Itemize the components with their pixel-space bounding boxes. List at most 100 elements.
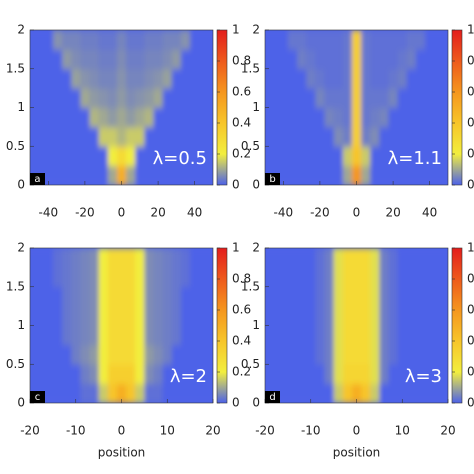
heatmap-cell xyxy=(397,68,408,89)
heatmap-cell xyxy=(269,325,280,346)
heatmap-cell xyxy=(30,49,36,70)
heatmap-cell xyxy=(361,248,371,268)
heatmap-cell xyxy=(342,325,353,346)
heatmap-cell xyxy=(361,107,371,128)
heatmap-cell xyxy=(144,30,155,50)
heatmap-cell xyxy=(361,344,371,365)
heatmap-cell xyxy=(107,383,118,403)
y-tick-label: 1.5 xyxy=(6,279,25,293)
x-tick-label: 0 xyxy=(118,424,126,438)
heatmap-cell xyxy=(265,88,271,108)
heatmap-cell xyxy=(62,146,72,167)
heatmap-cell xyxy=(52,267,63,288)
heatmap-cell xyxy=(370,146,380,167)
colorbar-tick-label: 0 xyxy=(232,396,240,410)
colorbar xyxy=(451,29,463,186)
heatmap-cell xyxy=(89,88,100,108)
heatmap-cell xyxy=(278,165,289,185)
heatmap-cell xyxy=(278,248,289,268)
heatmap-cell xyxy=(406,68,417,89)
heatmap-cell xyxy=(190,49,200,70)
colorbar-tick-label: 1 xyxy=(232,23,240,37)
heatmap-cell xyxy=(52,248,63,268)
heatmap-cell xyxy=(361,126,371,147)
heatmap-cell xyxy=(98,344,109,365)
heatmap-cell xyxy=(397,88,408,108)
heatmap-cell xyxy=(397,383,408,403)
heatmap-cell xyxy=(89,267,100,288)
heatmap-cell xyxy=(342,107,353,128)
heatmap-cell xyxy=(89,126,100,147)
heatmap-cell xyxy=(351,49,362,70)
heatmap-cell xyxy=(333,383,344,403)
heatmap-cell xyxy=(34,325,45,346)
heatmap-cell xyxy=(297,107,307,128)
heatmap-cell xyxy=(265,286,271,307)
heatmap-cell xyxy=(425,364,435,385)
heatmap-cell xyxy=(162,30,173,50)
heatmap-cell xyxy=(135,68,145,89)
colorbar-tick-label: 0.4 xyxy=(232,116,251,130)
heatmap-cell xyxy=(171,30,182,50)
heatmap-cell xyxy=(287,30,298,50)
heatmap-cell xyxy=(443,248,448,268)
heatmap-cell xyxy=(116,325,127,346)
heatmap-cell xyxy=(43,267,54,288)
heatmap-cell xyxy=(180,107,191,128)
heatmap-cell xyxy=(361,165,371,185)
heatmap-cell xyxy=(43,68,54,89)
heatmap-cell xyxy=(324,165,335,185)
heatmap-cell xyxy=(297,88,307,108)
heatmap-cell xyxy=(397,248,408,268)
heatmap-cell xyxy=(269,126,280,147)
heatmap-cell xyxy=(388,146,399,167)
heatmap-cell xyxy=(265,146,271,167)
heatmap-cell xyxy=(265,49,271,70)
heatmap-cell xyxy=(71,126,81,147)
heatmap-cell xyxy=(278,286,289,307)
heatmap-cell xyxy=(443,165,448,185)
heatmap-cell xyxy=(315,107,325,128)
heatmap-cell xyxy=(443,30,448,50)
heatmap-cell xyxy=(43,88,54,108)
heatmap-cell xyxy=(208,88,213,108)
heatmap-cells xyxy=(30,30,213,185)
heatmap-cell xyxy=(180,383,191,403)
heatmap-cell xyxy=(30,88,36,108)
heatmap-cell xyxy=(43,383,54,403)
heatmap-cell xyxy=(199,146,209,167)
x-tick-label: 10 xyxy=(160,424,175,438)
heatmap xyxy=(265,248,448,403)
heatmap-cell xyxy=(287,68,298,89)
heatmap-cell xyxy=(324,286,335,307)
heatmap-cell xyxy=(180,165,191,185)
heatmap-cell xyxy=(406,383,417,403)
heatmap-cell xyxy=(126,306,136,326)
heatmap-cell xyxy=(315,49,325,70)
heatmap-cell xyxy=(306,306,316,326)
heatmap-cell xyxy=(180,286,191,307)
heatmap-cell xyxy=(71,383,81,403)
heatmap-cell xyxy=(361,68,371,89)
heatmap-cell xyxy=(208,68,213,89)
heatmap-cell xyxy=(89,165,100,185)
colorbar-tick-label: 0 xyxy=(467,178,474,192)
heatmap-cell xyxy=(98,306,109,326)
heatmap-cell xyxy=(425,107,435,128)
heatmap-cell xyxy=(287,146,298,167)
heatmap-cell xyxy=(370,107,380,128)
colorbar-tick-label: 0.4 xyxy=(467,116,474,130)
heatmap-cell xyxy=(199,248,209,268)
heatmap-cell xyxy=(324,248,335,268)
heatmap-cell xyxy=(144,344,155,365)
y-tick-label: 0.5 xyxy=(6,139,25,153)
heatmap-cell xyxy=(180,248,191,268)
heatmap-cell xyxy=(333,286,344,307)
heatmap-cell xyxy=(278,49,289,70)
heatmap-cell xyxy=(80,49,90,70)
heatmap-cell xyxy=(80,30,90,50)
heatmap-cell xyxy=(379,107,390,128)
heatmap-cell xyxy=(315,325,325,346)
heatmap-cell xyxy=(30,126,36,147)
heatmap-cell xyxy=(80,165,90,185)
